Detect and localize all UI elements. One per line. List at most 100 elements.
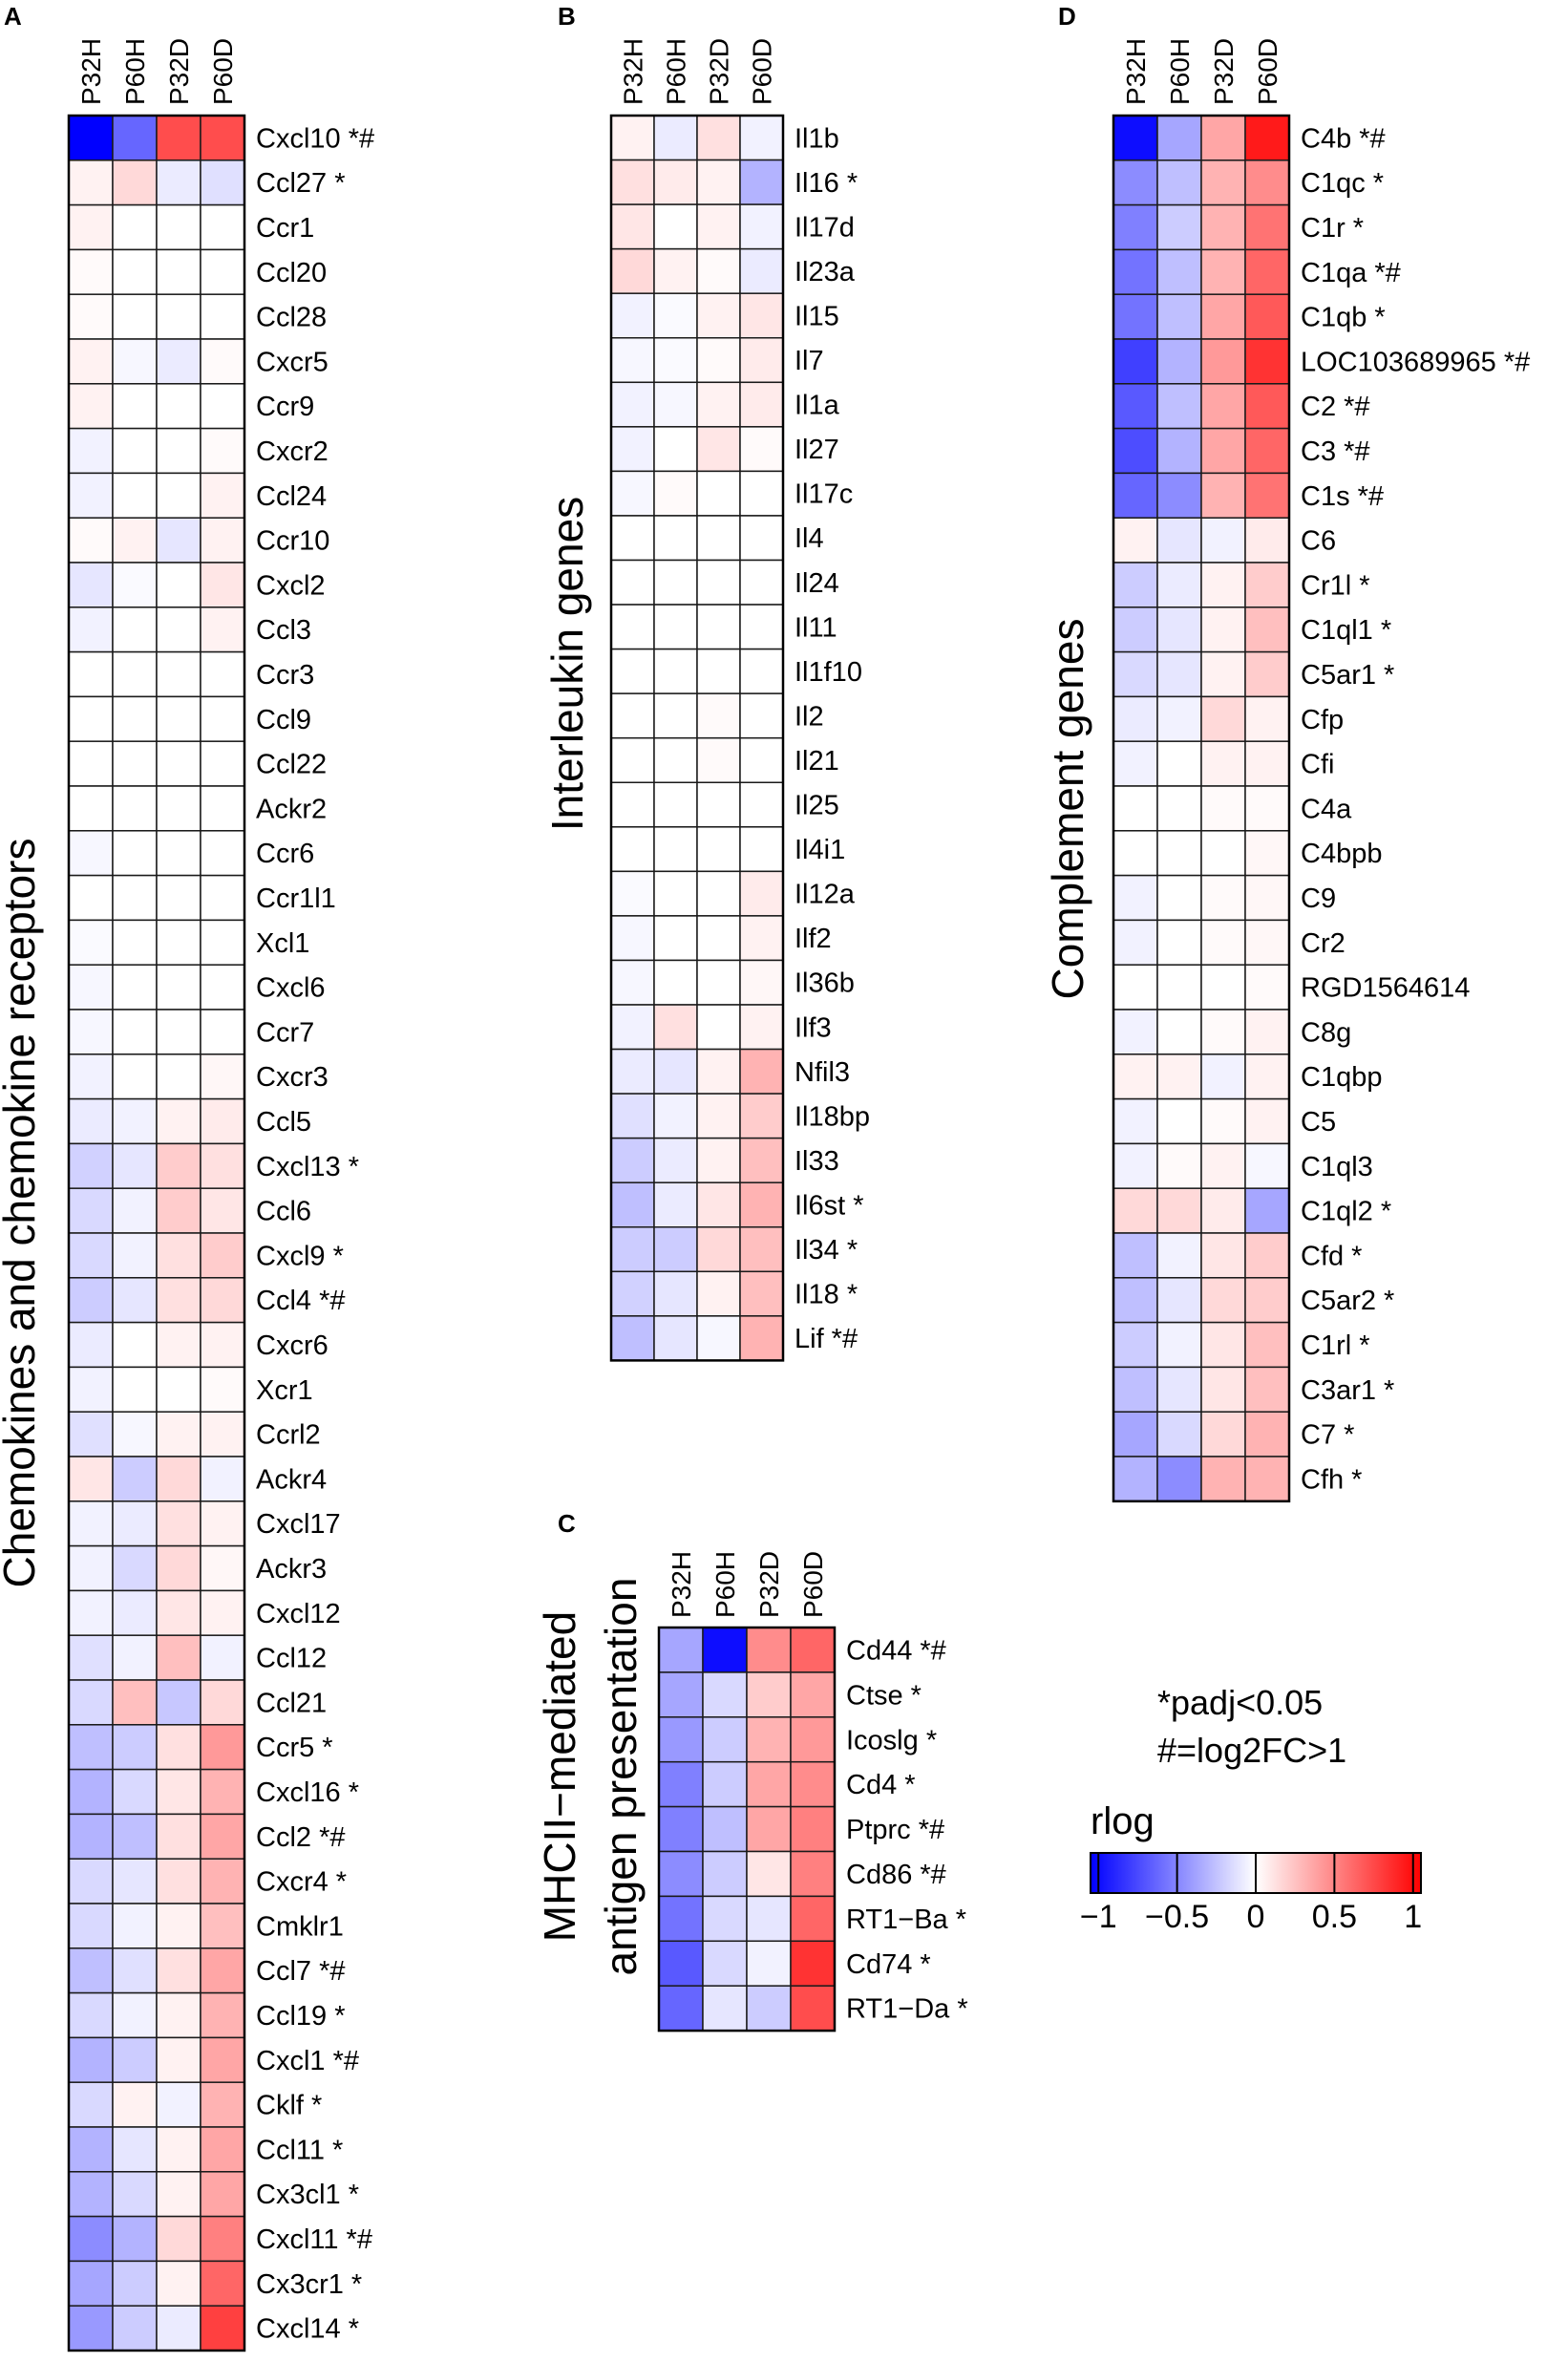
heatmap-cell: [1244, 874, 1290, 922]
heatmap-cell: [610, 870, 655, 917]
panel-b-row-label: Il6st *: [795, 1190, 864, 1221]
heatmap-cell: [112, 1456, 158, 1502]
legend-ticks: −1 −0.5 0 0.5 1: [1080, 1853, 1422, 1935]
heatmap-cell: [653, 1004, 698, 1051]
panel-b-row-label: Il34 *: [795, 1235, 858, 1266]
panel-d-row-label: Cfi: [1301, 750, 1334, 780]
heatmap-cell: [1200, 964, 1246, 1011]
heatmap-cell: [1112, 740, 1158, 787]
heatmap-cell: [156, 1097, 201, 1145]
heatmap-cell: [702, 1940, 748, 1987]
heatmap-cell: [200, 1277, 245, 1324]
heatmap-cell: [200, 1232, 245, 1279]
heatmap-cell: [1156, 293, 1202, 340]
heatmap-cell: [156, 2081, 201, 2128]
panel-a-row-label: Ccl28: [256, 303, 327, 333]
panel-a-axis-title: Chemokines and chemokine receptors: [0, 839, 44, 1588]
panel-d-heatmap: P32H P60H P32D P60D C4b *# C1qc * C1r * C1qa *…: [1043, 38, 1530, 1503]
heatmap-cell: [200, 740, 245, 787]
heatmap-cell: [696, 1270, 741, 1317]
panel-c-row-label: Ptprc *#: [846, 1815, 944, 1845]
heatmap-cell: [1244, 1142, 1290, 1189]
heatmap-cell: [156, 2215, 201, 2263]
heatmap-cell: [610, 247, 655, 294]
heatmap-cell: [200, 606, 245, 653]
heatmap-cell: [653, 381, 698, 428]
panel-a-row-label: Ccr5 *: [256, 1733, 333, 1763]
heatmap-cell: [1112, 695, 1158, 742]
heatmap-cell: [200, 1589, 245, 1636]
heatmap-cell: [610, 470, 655, 517]
heatmap-cell: [610, 1226, 655, 1273]
heatmap-cell: [68, 1768, 114, 1816]
heatmap-cell: [200, 1903, 245, 1949]
heatmap-cell: [1112, 203, 1158, 251]
heatmap-cell: [156, 338, 201, 385]
panel-a-row-label: Cxcl9 *: [256, 1241, 344, 1271]
panel-d-cells: [1112, 114, 1291, 1503]
panel-d-column-label: P60H: [1165, 38, 1195, 105]
heatmap-cell: [1156, 919, 1202, 966]
panel-a-row-label: Cxcl12: [256, 1599, 341, 1629]
heatmap-cell: [1156, 1366, 1202, 1413]
heatmap-cell: [200, 2171, 245, 2218]
heatmap-cell: [156, 1903, 201, 1949]
panel-b-column-label: P60H: [662, 38, 691, 105]
heatmap-cell: [156, 1187, 201, 1234]
heatmap-cell: [68, 2215, 114, 2263]
heatmap-cell: [112, 2260, 158, 2307]
heatmap-cell: [200, 1544, 245, 1592]
heatmap-cell: [610, 203, 655, 250]
heatmap-cell: [68, 115, 114, 161]
heatmap-cell: [156, 1366, 201, 1413]
heatmap-cell: [1156, 562, 1202, 608]
heatmap-cell: [696, 692, 741, 739]
panel-c-heatmap: P32H P60H P32D P60D Cd44 *#Ctse *Icoslg *Cd…: [535, 1551, 968, 2032]
heatmap-cell: [746, 1985, 792, 2032]
heatmap-cell: [610, 115, 655, 161]
heatmap-cell: [112, 562, 158, 608]
panel-a-row-label: Ccl24: [256, 481, 327, 512]
heatmap-cell: [739, 203, 784, 250]
heatmap-cell: [1244, 695, 1290, 742]
heatmap-cell: [112, 695, 158, 742]
panel-d-axis-title: Complement genes: [1043, 619, 1092, 1000]
heatmap-cell: [112, 160, 158, 206]
heatmap-cell: [653, 559, 698, 606]
heatmap-cell: [112, 1903, 158, 1949]
heatmap-cell: [200, 1634, 245, 1681]
heatmap-border: [1112, 114, 1291, 1503]
heatmap-cell: [696, 203, 741, 250]
heatmap-cell: [156, 1813, 201, 1860]
heatmap-cell: [739, 1004, 784, 1051]
heatmap-cell: [1112, 1321, 1158, 1369]
heatmap-cell: [1156, 1456, 1202, 1502]
heatmap-cell: [1244, 740, 1290, 787]
heatmap-cell: [1112, 1366, 1158, 1413]
heatmap-cell: [1156, 203, 1202, 251]
heatmap-cell: [696, 736, 741, 784]
heatmap-cell: [658, 1627, 704, 1673]
heatmap-cell: [746, 1895, 792, 1943]
heatmap-cell: [1244, 1097, 1290, 1145]
heatmap-cell: [1112, 338, 1158, 385]
heatmap-cell: [653, 1226, 698, 1273]
heatmap-cell: [739, 515, 784, 562]
heatmap-cell: [200, 248, 245, 295]
heatmap-cell: [112, 1187, 158, 1234]
heatmap-cell: [200, 2305, 245, 2351]
panel-a-row-label: Cxcr2: [256, 436, 328, 467]
heatmap-cell: [658, 1716, 704, 1763]
note-log2fc: #=log2FC>1: [1157, 1731, 1346, 1770]
heatmap-cell: [200, 203, 245, 251]
heatmap-cell: [790, 1760, 836, 1808]
heatmap-cell: [112, 1634, 158, 1681]
panel-b-row-label: Il12a: [795, 880, 856, 910]
panel-d-row-label: Cfp: [1301, 705, 1344, 735]
heatmap-cell: [112, 383, 158, 430]
heatmap-cell: [610, 1270, 655, 1317]
heatmap-cell: [156, 562, 201, 608]
heatmap-cell: [156, 2171, 201, 2218]
note-padj: *padj<0.05: [1157, 1683, 1323, 1722]
